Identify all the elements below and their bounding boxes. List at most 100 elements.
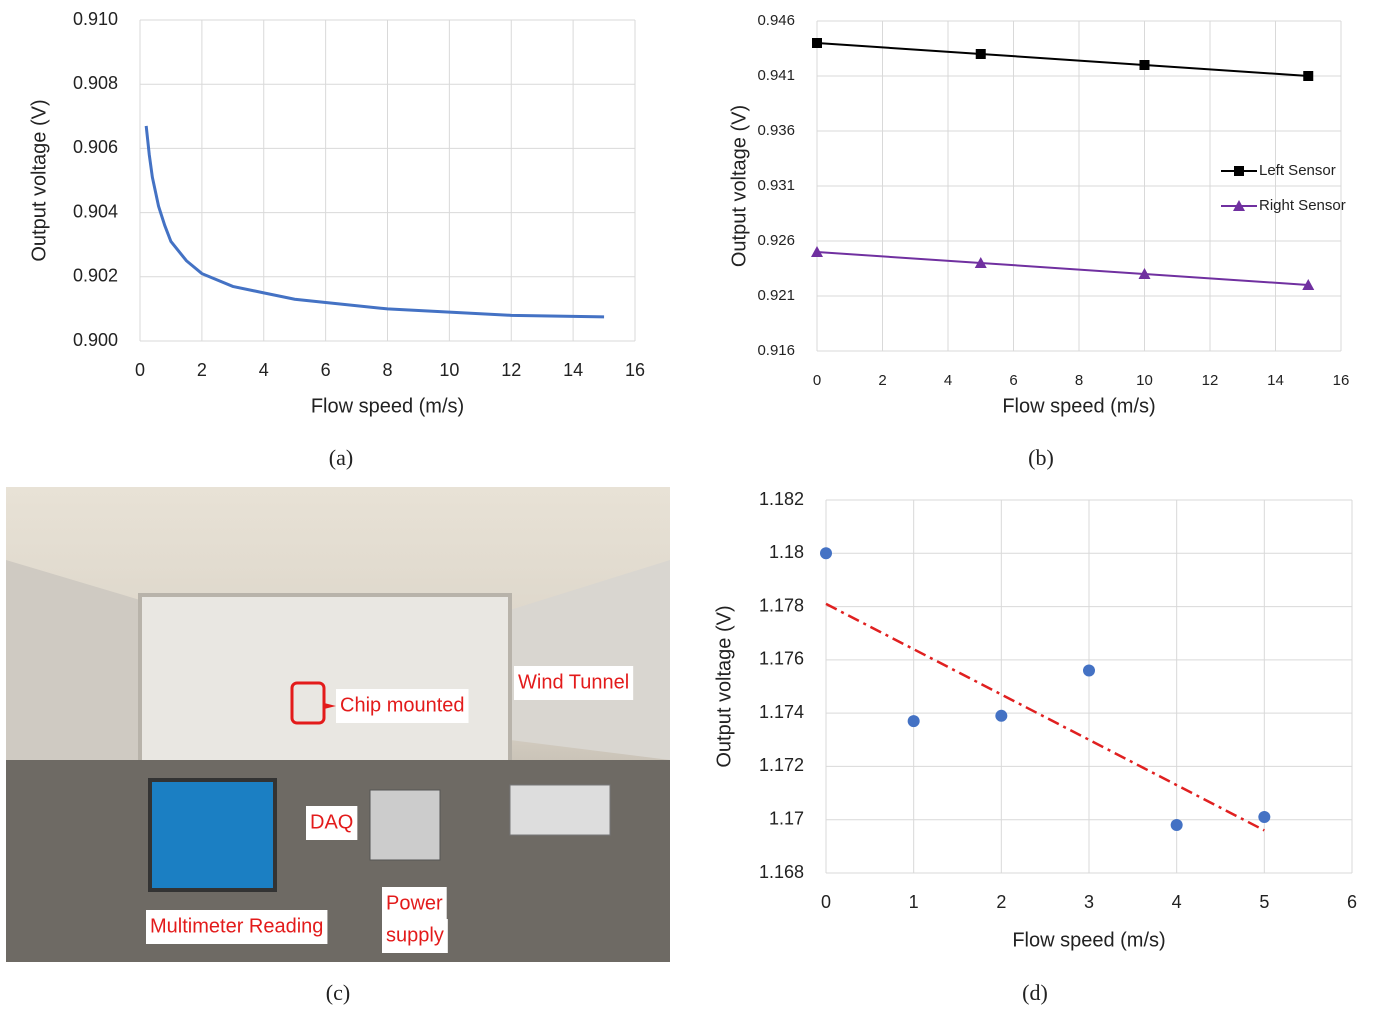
y-tick-label: 1.174 <box>759 702 804 722</box>
legend-label: Left Sensor <box>1259 162 1336 179</box>
y-tick-label: 1.178 <box>759 595 804 615</box>
label-box <box>146 910 328 944</box>
x-tick-label: 6 <box>1009 372 1017 389</box>
photo <box>6 487 670 962</box>
arrow <box>324 703 336 709</box>
y-tick-label: 1.182 <box>759 489 804 509</box>
photo-label: supply <box>386 924 444 946</box>
x-axis-label: Flow speed (m/s) <box>1002 395 1155 417</box>
x-axis-label: Flow speed (m/s) <box>311 395 464 417</box>
y-tick-label: 0.908 <box>73 73 118 93</box>
y-tick-label: 0.946 <box>757 12 795 29</box>
data-line <box>816 251 1309 286</box>
x-tick-label: 0 <box>813 372 821 389</box>
caption: (a) <box>329 445 353 470</box>
x-tick-label: 12 <box>1202 372 1219 389</box>
test-section <box>138 593 512 767</box>
y-tick-label: 1.18 <box>769 542 804 562</box>
label-box <box>306 806 358 840</box>
x-tick-label: 6 <box>321 360 331 380</box>
marker <box>811 246 823 257</box>
x-tick-label: 4 <box>1172 892 1182 912</box>
instrument <box>509 784 611 836</box>
x-tick-label: 4 <box>259 360 269 380</box>
point <box>995 709 1008 722</box>
marker <box>1139 60 1150 70</box>
y-tick-label: 0.926 <box>757 232 795 249</box>
tunnel-outlet <box>510 560 670 760</box>
point <box>1170 819 1183 832</box>
x-tick-label: 0 <box>821 892 831 912</box>
data-line <box>144 125 605 319</box>
x-tick-label: 6 <box>1347 892 1357 912</box>
photo-label: DAQ <box>310 811 353 833</box>
caption: (d) <box>1022 980 1048 1005</box>
caption: (c) <box>326 980 350 1005</box>
y-tick-label: 0.931 <box>757 177 795 194</box>
marker <box>1233 200 1245 211</box>
y-tick-label: 0.906 <box>73 137 118 157</box>
y-tick-label: 0.904 <box>73 201 118 221</box>
x-tick-label: 3 <box>1084 892 1094 912</box>
laptop <box>148 778 277 892</box>
x-tick-label: 2 <box>878 372 886 389</box>
x-tick-label: 10 <box>1136 372 1153 389</box>
x-tick-label: 5 <box>1259 892 1269 912</box>
point <box>820 547 832 560</box>
power-supply <box>369 789 441 861</box>
photo-label: Wind Tunnel <box>518 671 629 693</box>
label-box <box>514 666 634 700</box>
marker <box>1138 268 1151 279</box>
y-tick-label: 1.17 <box>769 808 804 828</box>
y-tick-label: 1.176 <box>759 649 804 669</box>
label-box <box>382 887 447 921</box>
marker <box>975 49 986 59</box>
x-tick-label: 12 <box>501 360 521 380</box>
point <box>1258 811 1271 824</box>
y-tick-label: 0.916 <box>757 342 795 359</box>
x-tick-label: 2 <box>197 360 207 380</box>
y-axis-label: Output voltage (V) <box>28 99 50 261</box>
x-tick-label: 4 <box>944 372 952 389</box>
chart: 0.916 0.921 0.926 0.931 0.936 0.941 0.946 0 2 4 6 8… <box>728 12 1349 470</box>
y-tick-label: 0.921 <box>757 287 795 304</box>
marker <box>812 38 822 48</box>
trendline <box>825 602 1265 832</box>
photo-label: Multimeter Reading <box>150 915 323 937</box>
x-tick-label: 14 <box>563 360 583 380</box>
x-tick-label: 16 <box>625 360 645 380</box>
photo-label: Chip mounted <box>340 694 465 716</box>
data-line <box>816 42 1309 77</box>
y-axis-label: Output voltage (V) <box>728 105 750 267</box>
y-tick-label: 0.936 <box>757 122 795 139</box>
y-tick-label: 0.910 <box>73 9 118 29</box>
label-box <box>382 919 448 953</box>
marker <box>1302 279 1315 290</box>
point <box>907 715 920 728</box>
x-tick-label: 2 <box>996 892 1006 912</box>
y-tick-label: 1.172 <box>759 755 804 775</box>
photo-label: Power <box>386 892 443 914</box>
marker <box>1234 166 1244 176</box>
tunnel-inlet <box>6 560 140 820</box>
x-tick-label: 0 <box>135 360 145 380</box>
label-box <box>336 689 469 723</box>
y-tick-label: 1.168 <box>759 862 804 882</box>
y-tick-label: 0.941 <box>757 67 795 84</box>
point <box>1083 664 1095 677</box>
x-tick-label: 16 <box>1333 372 1350 389</box>
x-tick-label: 8 <box>1075 372 1083 389</box>
marker <box>974 257 987 268</box>
x-tick-label: 10 <box>439 360 459 380</box>
caption: (b) <box>1028 445 1054 470</box>
x-axis-label: Flow speed (m/s) <box>1012 929 1165 951</box>
marker <box>1303 71 1314 81</box>
y-tick-label: 0.902 <box>73 266 118 286</box>
y-axis-label: Output voltage (V) <box>713 605 735 767</box>
x-tick-label: 14 <box>1267 372 1284 389</box>
legend-label: Right Sensor <box>1259 197 1346 214</box>
x-tick-label: 1 <box>909 892 919 912</box>
chart: 1.168 1.17 1.172 1.174 1.176 1.178 1.18 1.182 0 1… <box>713 489 1357 1005</box>
x-tick-label: 8 <box>382 360 392 380</box>
